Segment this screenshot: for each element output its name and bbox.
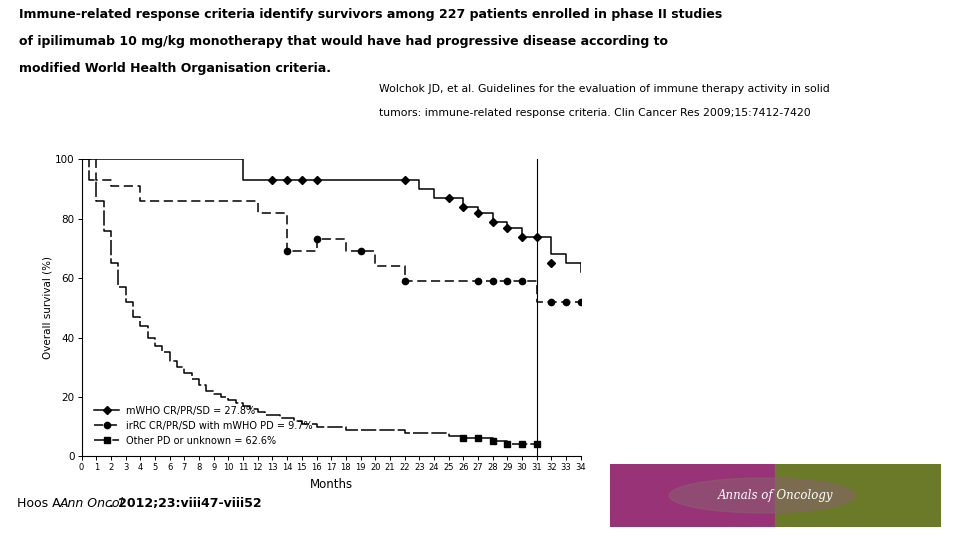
Text: . 2012;23:viii47-viii52: . 2012;23:viii47-viii52	[109, 497, 262, 510]
Text: Hoos A.: Hoos A.	[17, 497, 69, 510]
Circle shape	[669, 478, 854, 513]
Bar	[776, 464, 941, 526]
Y-axis label: Overall survival (%): Overall survival (%)	[42, 256, 52, 359]
Bar	[610, 464, 776, 526]
Text: of ipilimumab 10 mg/kg monotherapy that would have had progressive disease accor: of ipilimumab 10 mg/kg monotherapy that …	[19, 35, 668, 48]
Text: Annals of Oncology: Annals of Oncology	[717, 489, 833, 502]
Legend: mWHO CR/PR/SD = 27.8%, irRC CR/PR/SD with mWHO PD = 9.7%, Other PD or unknown = : mWHO CR/PR/SD = 27.8%, irRC CR/PR/SD wit…	[91, 403, 316, 448]
Text: Immune-related response criteria identify survivors among 227 patients enrolled : Immune-related response criteria identif…	[19, 8, 723, 21]
Text: Wolchok JD, et al. Guidelines for the evaluation of immune therapy activity in s: Wolchok JD, et al. Guidelines for the ev…	[379, 84, 830, 94]
Text: Ann Oncol: Ann Oncol	[60, 497, 124, 510]
Text: tumors: immune-related response criteria. Clin Cancer Res 2009;15:7412-7420: tumors: immune-related response criteria…	[379, 108, 811, 118]
X-axis label: Months: Months	[310, 478, 352, 491]
Text: modified World Health Organisation criteria.: modified World Health Organisation crite…	[19, 62, 331, 75]
